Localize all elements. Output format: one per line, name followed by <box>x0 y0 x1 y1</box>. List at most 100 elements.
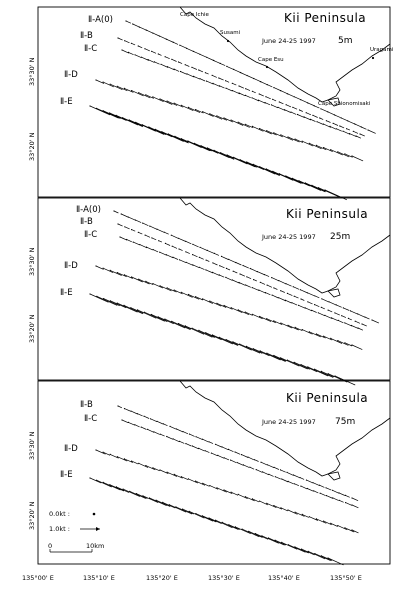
current-vector <box>300 485 308 490</box>
current-vector <box>164 318 186 329</box>
current-vector <box>246 346 263 354</box>
current-vector <box>202 482 210 487</box>
current-vector <box>307 366 329 377</box>
current-vector <box>235 262 242 266</box>
current-vector-lines-5m <box>89 20 376 201</box>
current-vector <box>330 522 338 527</box>
coastal-stations-5m <box>226 39 375 69</box>
current-vector <box>131 90 144 97</box>
current-vector <box>367 129 376 134</box>
current-vector <box>121 419 129 424</box>
current-vector <box>189 510 205 519</box>
place-susami: Susami <box>220 30 241 36</box>
current-vector <box>178 61 183 64</box>
current-vector <box>328 301 337 306</box>
current-vector <box>198 447 205 452</box>
line-label-ii-e: Ⅱ-E <box>60 288 73 298</box>
current-vector <box>117 456 128 462</box>
current-vector <box>327 309 333 313</box>
current-vector <box>314 105 320 109</box>
current-vector <box>225 339 239 346</box>
current-vector <box>171 320 191 331</box>
current-vector <box>323 147 333 153</box>
current-vector <box>344 153 353 158</box>
current-vector <box>321 555 333 561</box>
current-vector <box>209 113 223 120</box>
current-vector <box>345 502 353 506</box>
current-vector <box>257 271 265 275</box>
current-vector <box>239 343 261 354</box>
current-vector <box>261 535 279 544</box>
place-cape-shionomisaki: Cape Shionomisaki <box>318 101 371 107</box>
current-vector <box>273 355 287 362</box>
current-vector <box>137 309 157 319</box>
current-vector <box>109 484 125 492</box>
current-vector <box>152 32 160 37</box>
current-vector <box>136 493 148 499</box>
current-vector <box>266 284 273 288</box>
current-vector <box>272 170 294 181</box>
current-vector <box>199 256 204 260</box>
current-vector <box>160 433 165 437</box>
current-vector <box>280 134 294 141</box>
current-vector <box>294 327 303 332</box>
current-vector <box>334 375 356 386</box>
current-vector-lines-25m <box>89 210 380 386</box>
current-vector <box>361 323 367 327</box>
current-vector <box>285 299 292 304</box>
current-vector <box>173 68 180 72</box>
current-vector <box>119 236 128 241</box>
current-vector <box>351 344 363 350</box>
map-frame-75m <box>37 380 391 565</box>
current-vector <box>205 332 222 341</box>
current-vector <box>291 302 298 306</box>
current-vector <box>102 81 115 88</box>
current-vector <box>225 87 233 92</box>
current-vector <box>245 88 251 91</box>
current-vector <box>152 96 164 103</box>
current-vector <box>167 66 175 71</box>
current-vector <box>287 293 293 296</box>
current-vector <box>202 298 213 304</box>
current-vector <box>133 241 140 246</box>
current-vector <box>152 283 164 289</box>
current-vector <box>351 497 359 502</box>
current-vector <box>327 557 344 566</box>
current-vector <box>305 182 326 193</box>
place-cape-esu: Cape Esu <box>258 57 284 63</box>
current-vector <box>228 449 234 453</box>
current-vector <box>267 464 275 469</box>
current-vector <box>208 517 222 525</box>
current-vector <box>95 265 104 270</box>
current-vector <box>130 410 138 415</box>
current-vector <box>268 537 285 546</box>
current-vector <box>219 85 225 89</box>
current-vector <box>211 452 218 457</box>
current-vector <box>109 112 127 121</box>
current-vector <box>202 111 214 117</box>
current-vector <box>159 251 167 256</box>
current-vector <box>294 138 304 143</box>
current-vector <box>154 61 160 65</box>
current-vector <box>326 120 331 123</box>
current-vector <box>145 281 154 286</box>
current-vector <box>171 234 179 239</box>
current-vector <box>179 440 185 444</box>
current-vector <box>180 71 187 75</box>
current-vector <box>265 96 271 100</box>
current-vector <box>241 454 249 458</box>
current-vector <box>166 471 178 477</box>
line-label-ii-c: Ⅱ-C <box>84 230 97 240</box>
current-vector <box>208 441 214 444</box>
current-vector <box>123 305 144 315</box>
current-vector <box>271 277 279 282</box>
current-vector <box>359 133 365 137</box>
current-vector <box>149 497 167 507</box>
current-vector <box>171 58 177 62</box>
current-vector <box>223 489 233 495</box>
current-vector <box>287 136 300 143</box>
current-vector <box>200 145 219 154</box>
current-vector <box>124 88 134 93</box>
current-vector <box>332 489 340 494</box>
current-vector <box>273 466 280 470</box>
